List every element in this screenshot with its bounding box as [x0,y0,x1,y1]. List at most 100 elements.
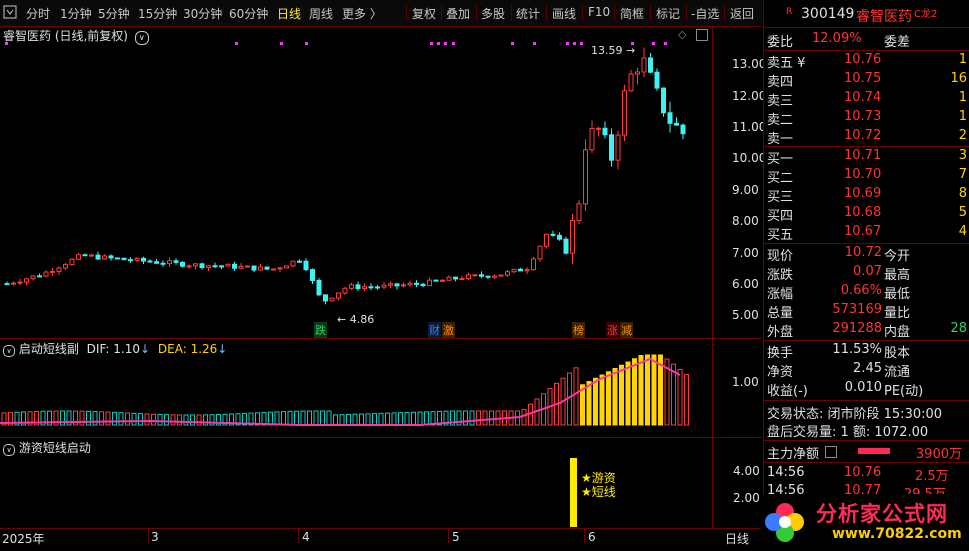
tab-1min[interactable]: 1分钟 [60,7,92,21]
tab-daily[interactable]: 日线 [277,7,302,21]
candlestick-chart[interactable] [0,27,712,338]
stats-button[interactable]: 统计 [516,7,541,21]
ask-volume: 1 [958,52,967,67]
main-net-label: 主力净额 [767,447,820,462]
candle-body [661,87,666,114]
tab-5min[interactable]: 5分钟 [98,7,130,21]
indicator-bar [131,412,137,426]
stat-row: 现价 10.72 今开 [764,245,969,264]
restore-window-icon[interactable] [696,29,708,41]
bid-price: 10.67 [844,224,882,239]
stat-label: 净资 [767,365,794,380]
indicator-bar [300,410,306,426]
event-marker[interactable]: 激 [442,322,455,338]
indicator-bar [424,411,429,426]
candle-body [277,267,283,270]
indicator-bar [125,412,130,426]
logo-title: 分析家公式网 [816,502,948,526]
remove-watchlist-button[interactable]: -自选 [691,7,720,21]
event-marker[interactable]: 涨 [606,322,619,338]
bid-label: 买四 [767,209,794,224]
signal-dot [533,42,536,45]
diamond-icon[interactable]: ◇ [678,28,687,41]
draw-line-button[interactable]: 画线 [552,7,577,21]
candle-body [414,282,419,285]
tab-60min[interactable]: 60分钟 [229,7,269,21]
indicator-bar [456,410,462,426]
candle-body [583,149,588,205]
indicator-bar [1,412,7,426]
candle-body [381,284,387,288]
indicator-bar [391,412,397,426]
tab-15min[interactable]: 15分钟 [138,7,178,21]
x-label: 6 [588,530,596,544]
chevron-down-icon[interactable]: ∨ [3,444,15,456]
candle-body [557,234,562,240]
tab-fenshi[interactable]: 分时 [26,7,51,21]
f10-button[interactable]: F10 [588,5,611,19]
candle-body [323,294,328,302]
stat-label: 换手 [767,346,794,361]
list-icon[interactable] [825,446,837,458]
period-label[interactable]: 日线 [725,532,750,546]
ask-row: 卖一 10.72 2 [764,128,969,147]
signal-label: ★短线 [581,485,616,499]
signal-bar [570,458,577,527]
candle-body [498,274,504,277]
overlay-button[interactable]: 叠加 [446,7,471,21]
multi-stock-button[interactable]: 多股 [481,7,506,21]
indicator-bar [8,412,13,426]
chevron-down-icon[interactable]: ∨ [134,31,149,45]
indicator-bar [346,413,351,426]
candle-body [264,266,270,270]
ask-price: 10.75 [844,71,882,86]
candle-body [628,73,634,92]
indicator-bar [248,412,254,426]
fuquan-button[interactable]: 复权 [412,7,437,21]
event-marker[interactable]: 财 [428,322,441,338]
indicator-bar [157,413,163,426]
stock-tag: C龙2 [914,9,938,20]
event-marker[interactable]: 榜 [572,322,585,338]
tab-more[interactable]: 更多 〉 [342,7,382,21]
candle-body [355,284,361,290]
watermark-logo: 分析家公式网 www.70822.com [760,494,969,551]
stat-label: 收益(-) [767,384,808,399]
macd-chart[interactable] [0,339,712,437]
indicator-bar [190,414,195,426]
tab-30min[interactable]: 30分钟 [183,7,223,21]
indicator-bar [385,412,390,426]
stat-value: 2.45 [853,361,882,376]
indicator-bar [144,413,150,426]
indicator-bar [60,410,65,426]
x-label: 2025年 [2,532,45,546]
chevron-down-icon[interactable]: ∨ [3,345,15,357]
menu-icon[interactable] [3,5,17,22]
candle-body [56,267,62,272]
simple-frame-button[interactable]: 简框 [620,7,645,21]
bid-label: 买三 [767,190,794,205]
candle-body [154,261,159,264]
event-marker[interactable]: 减 [620,322,633,338]
candle-body [563,238,569,254]
ask-volume: 1 [958,109,967,124]
indicator-bar [209,414,215,426]
mark-button[interactable]: 标记 [656,7,681,21]
event-marker[interactable]: 跌 [314,322,327,338]
candle-body [310,269,315,281]
signal-dot [664,42,667,45]
x-label: 5 [452,530,460,544]
candle-body [316,279,322,296]
back-button[interactable]: 返回 [730,7,755,21]
indicator-bar [378,412,384,426]
signal-dot [444,42,447,45]
candle-body [674,122,679,126]
quote-header: R 300149 睿智医药 C龙2 [764,5,969,27]
candle-body [180,261,185,267]
indicator-bar [638,355,644,426]
bid-label: 买一 [767,152,794,167]
candle-body [654,71,660,89]
candle-body [50,270,55,273]
signal-dot [452,42,455,45]
tab-weekly[interactable]: 周线 [309,7,334,21]
